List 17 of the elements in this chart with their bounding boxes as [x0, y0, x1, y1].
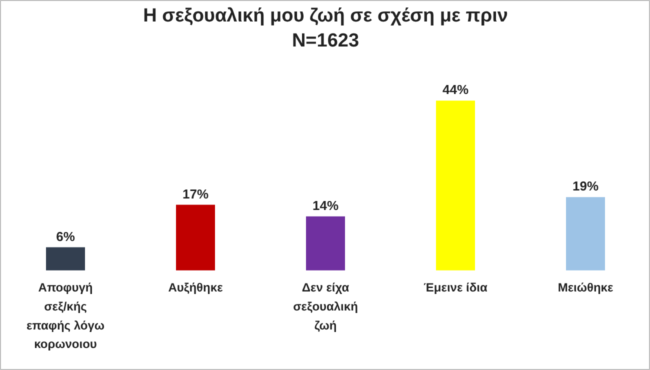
chart-title: Η σεξουαλική μου ζωή σε σχέση με πριν — [143, 5, 508, 26]
data-label: 17% — [182, 186, 209, 202]
x-tick-label: Έμεινε ίδια — [424, 280, 488, 295]
bar — [436, 100, 475, 270]
bar — [176, 204, 215, 270]
data-label: 19% — [572, 178, 599, 194]
data-label: 14% — [312, 198, 339, 213]
bar — [46, 247, 85, 270]
chart-subtitle: N=1623 — [292, 30, 360, 52]
bar — [306, 216, 345, 270]
x-tick-label: Δεν είχα σεξουαλική ζωή — [293, 280, 358, 332]
bar — [566, 197, 605, 270]
x-tick-label: Αποφυγή σεξ/κής επαφής λόγω κορωνοιου — [26, 280, 105, 352]
x-tick-label: Μειώθηκε — [558, 280, 614, 295]
x-tick-label: Αυξήθηκε — [168, 280, 224, 295]
data-label: 44% — [442, 82, 469, 98]
data-label: 6% — [56, 228, 76, 244]
